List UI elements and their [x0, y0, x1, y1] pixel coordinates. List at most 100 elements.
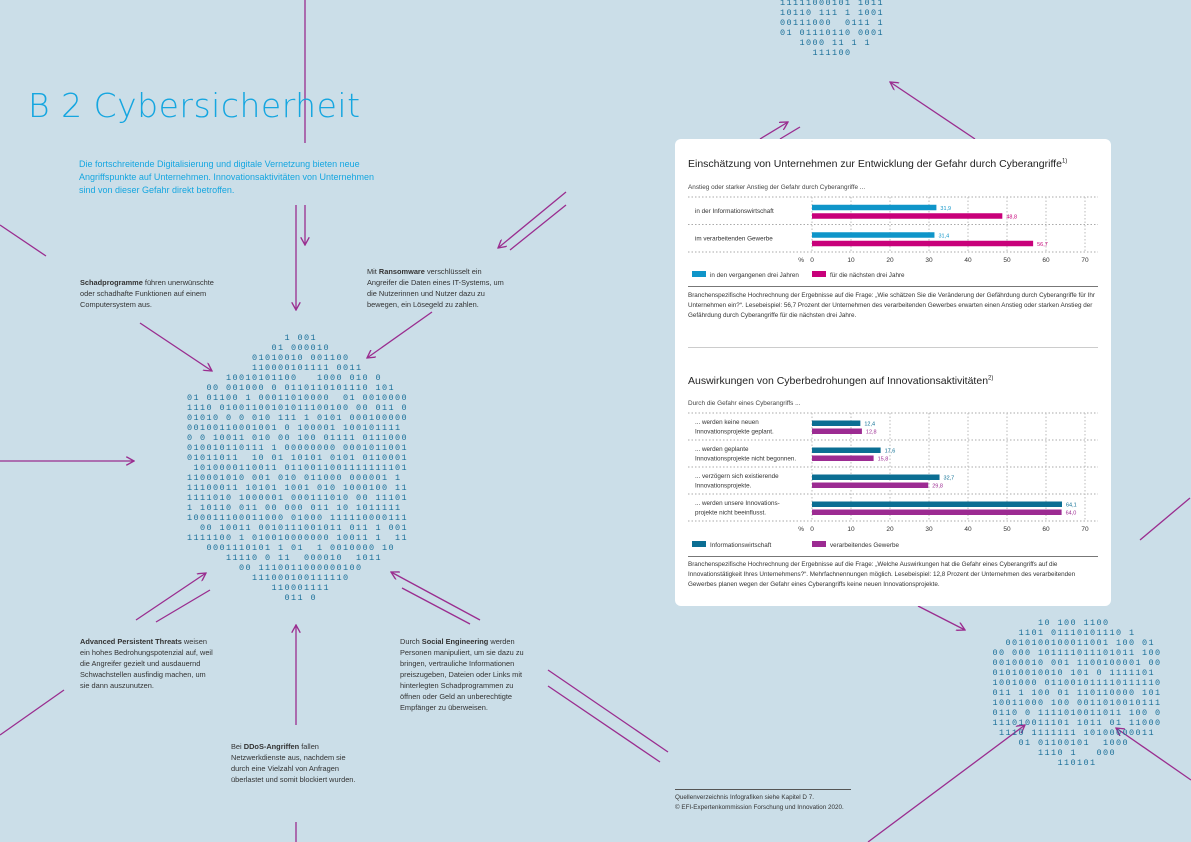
binary-digit: 1 [317, 343, 322, 353]
binary-digit: 0 [1051, 628, 1056, 638]
binary-digit: 1 [304, 483, 309, 493]
data-label: 56,7 [1037, 242, 1048, 248]
binary-digit: 0 [382, 413, 387, 423]
binary-digit: 0 [395, 393, 400, 403]
binary-digit: 0 [1006, 638, 1011, 648]
binary-digit: 0 [187, 443, 192, 453]
binary-digit: 0 [1116, 698, 1121, 708]
binary-digit: 1 [324, 483, 329, 493]
binary-digit: 0 [233, 373, 238, 383]
binary-digit: 1 [1032, 688, 1037, 698]
legend-swatch [692, 271, 706, 277]
binary-digit: 1 [330, 353, 335, 363]
binary-digit: 0 [246, 513, 251, 523]
binary-digit: 0 [265, 483, 270, 493]
binary-digit: 1 [1025, 628, 1030, 638]
binary-digit: 1 [298, 563, 303, 573]
binary-digit: 0 [1038, 688, 1043, 698]
binary-digit: 1 [826, 8, 831, 18]
binary-digit: 1 [233, 473, 238, 483]
binary-digit: 1 [194, 403, 199, 413]
binary-digit: 1 [200, 533, 205, 543]
binary-digit: 0 [1019, 658, 1024, 668]
binary-digit: 1 [1051, 648, 1056, 658]
data-label: 15,8 [878, 457, 889, 463]
binary-digit: 0 [285, 383, 290, 393]
binary-digit: 0 [1077, 628, 1082, 638]
binary-digit: 1 [252, 443, 257, 453]
x-tick-label: 70 [1081, 257, 1089, 264]
binary-digit: 0 [350, 533, 355, 543]
binary-digit: 1 [259, 483, 264, 493]
binary-digit: 1 [1071, 668, 1076, 678]
binary-digit: 1 [259, 413, 264, 423]
binary-digit: 1 [1090, 698, 1095, 708]
binary-digit: 1 [1038, 718, 1043, 728]
binary-digit: 1 [291, 383, 296, 393]
binary-digit: 0 [363, 503, 368, 513]
arrow-icon [867, 725, 1025, 842]
binary-digit: 0 [291, 483, 296, 493]
category-label: Innovationsprojekte geplant. [695, 428, 774, 435]
binary-digit: 1 [1032, 638, 1037, 648]
binary-digit: 1 [187, 493, 192, 503]
category-label: ... werden unsere Innovations- [695, 500, 780, 507]
binary-digit: 1 [382, 443, 387, 453]
binary-digit: 0 [226, 393, 231, 403]
binary-digit: 0 [207, 483, 212, 493]
binary-digit: 1 [800, 8, 805, 18]
binary-digit: 1 [220, 503, 225, 513]
binary-digit: 0 [324, 393, 329, 403]
binary-digit: 0 [389, 523, 394, 533]
binary-digit: 1 [343, 513, 348, 523]
category-label: ... werden keine neuen [695, 419, 759, 426]
binary-digit: 1 [363, 523, 368, 533]
binary-digit: 0 [389, 393, 394, 403]
binary-digit: 1 [1090, 758, 1095, 768]
binary-digit: 1 [1071, 648, 1076, 658]
binary-digit: 0 [207, 393, 212, 403]
binary-digit: 0 [317, 563, 322, 573]
binary-digit: 0 [343, 453, 348, 463]
bar [812, 232, 935, 238]
binary-digit: 1 [356, 553, 361, 563]
binary-digit: 0 [285, 583, 290, 593]
binary-digit: 0 [1142, 718, 1147, 728]
binary-digit: 1 [1097, 678, 1102, 688]
binary-digit: 0 [233, 403, 238, 413]
binary-digit: 1 [1019, 688, 1024, 698]
binary-digit: 0 [1116, 738, 1121, 748]
binary-digit: 1 [1097, 688, 1102, 698]
binary-digit: 1 [330, 573, 335, 583]
binary-digit: 1 [324, 413, 329, 423]
binary-digit: 1 [999, 708, 1004, 718]
binary-digit: 0 [1155, 718, 1160, 728]
binary-digit: 0 [395, 463, 400, 473]
binary-digit: 0 [1058, 658, 1063, 668]
data-label: 48,8 [1006, 214, 1017, 220]
binary-digit: 1 [1149, 668, 1154, 678]
binary-digit: 0 [265, 403, 270, 413]
binary-digit: 1 [220, 393, 225, 403]
binary-digit: 1 [800, 18, 805, 28]
binary-digit: 1 [187, 483, 192, 493]
binary-digit: 0 [187, 423, 192, 433]
binary-digit: 0 [865, 28, 870, 38]
binary-digit: 0 [298, 503, 303, 513]
binary-digit: 1 [272, 583, 277, 593]
binary-digit: 0 [1123, 688, 1128, 698]
binary-digit: 1 [376, 493, 381, 503]
binary-digit: 0 [839, 0, 844, 8]
category-label: Innovationsprojekte nicht begonnen. [695, 455, 796, 462]
binary-digit: 0 [865, 8, 870, 18]
binary-digit: 0 [1071, 678, 1076, 688]
binary-digit: 1 [337, 533, 342, 543]
binary-digit: 0 [1110, 728, 1115, 738]
binary-digit: 1 [1149, 728, 1154, 738]
binary-digit: 1 [207, 463, 212, 473]
binary-digit: 1 [317, 383, 322, 393]
binary-digit: 1 [304, 403, 309, 413]
binary-digit: 1 [832, 0, 837, 8]
binary-digit: 1 [252, 423, 257, 433]
binary-digit: 1 [233, 433, 238, 443]
